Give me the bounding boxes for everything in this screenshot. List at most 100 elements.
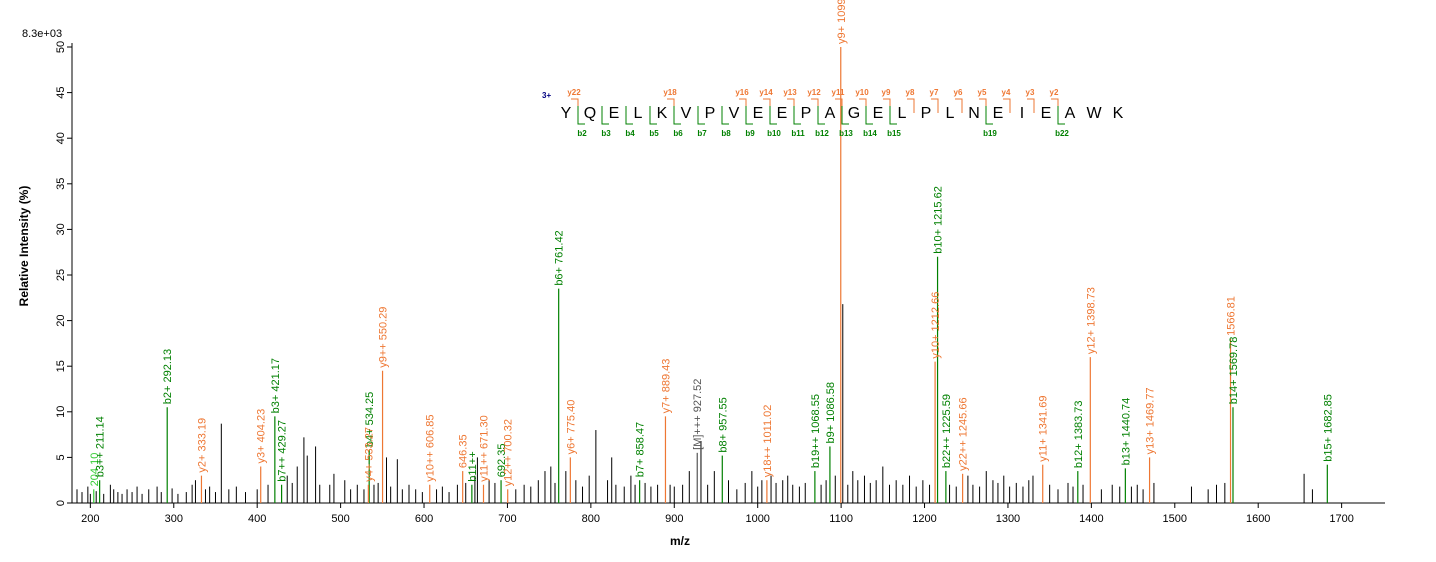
y-fragment-label: y4 [1002, 88, 1011, 97]
b-fragment-marker [985, 106, 993, 125]
y-fragment-marker [763, 98, 771, 113]
peaks [76, 47, 1328, 503]
peak-label: b19++ 1068.55 [810, 394, 822, 468]
peak-label: b9+ 1086.58 [825, 382, 837, 443]
b-fragment-label: b22 [1055, 129, 1069, 138]
sequence-residue: K [1113, 105, 1124, 122]
y-fragment-marker [1051, 98, 1059, 113]
peak-label: 204.10 [89, 453, 101, 487]
sequence-residue: E [1041, 105, 1052, 122]
y-fragment-marker [883, 98, 891, 113]
sequence-residue: I [1020, 105, 1024, 122]
peak-label: b13+ 1440.74 [1120, 398, 1132, 466]
y-tick-label: 50 [55, 41, 67, 53]
sequence-residue: K [657, 105, 668, 122]
y-tick-label: 45 [55, 86, 67, 98]
peak-label: y11++ 671.30 [479, 415, 491, 481]
y-fragment-marker [979, 98, 987, 113]
sequence-residue: Y [561, 105, 572, 122]
b-fragment-marker [1057, 106, 1065, 125]
peak-label: b8+ 957.55 [717, 397, 729, 452]
y-fragment-label: y8 [906, 88, 915, 97]
x-tick-label: 1300 [996, 513, 1020, 525]
sequence-residue: E [873, 105, 884, 122]
sequence-residue: L [946, 105, 955, 122]
y-fragment-label: y9 [882, 88, 891, 97]
b-fragment-label: b4 [625, 129, 635, 138]
y-tick-label: 0 [55, 500, 67, 506]
peak-label: y18++ 1011.02 [762, 405, 774, 478]
sequence-residue: L [898, 105, 907, 122]
x-tick-label: 1100 [829, 513, 853, 525]
b-fragment-label: b6 [673, 129, 683, 138]
sequence-residue: A [825, 105, 836, 122]
sequence-residue: G [848, 105, 860, 122]
y-fragment-label: y13 [783, 88, 797, 97]
b-fragment-marker [577, 106, 585, 125]
b-fragment-marker [721, 106, 729, 125]
peak-label: 1566.81 [1226, 296, 1238, 336]
y-fragment-label: y14 [759, 88, 773, 97]
x-tick-label: 300 [165, 513, 183, 525]
peak-label: y9++ 550.29 [378, 307, 390, 368]
x-tick-label: 600 [415, 513, 433, 525]
sequence-residue: E [777, 105, 788, 122]
y-fragment-label: y12 [807, 88, 821, 97]
y-fragment-marker [1027, 98, 1035, 113]
peak-label: b3+ 421.17 [270, 358, 282, 413]
y-fragment-marker [955, 98, 963, 113]
b-fragment-label: b7 [697, 129, 707, 138]
y-fragment-label: y22 [567, 88, 581, 97]
x-tick-label: 1000 [745, 513, 769, 525]
max-intensity-label: 8.3e+03 [22, 28, 62, 40]
y-fragment-label: y5 [978, 88, 987, 97]
sequence-residue: V [681, 105, 692, 122]
x-tick-label: 1700 [1329, 513, 1353, 525]
peak-label: y9+ 1099.58 [836, 0, 848, 44]
sequence-residue: E [753, 105, 764, 122]
y-fragment-marker [739, 98, 747, 113]
y-fragment-label: y6 [954, 88, 963, 97]
peak-label: b14+ 1569.78 [1228, 337, 1240, 405]
peak-label: y13+ 1469.77 [1145, 387, 1157, 454]
peak-label: y11+ 1341.69 [1038, 396, 1050, 462]
y-tick-label: 40 [55, 132, 67, 144]
b-fragment-label: b11 [791, 129, 805, 138]
b-fragment-marker [889, 106, 897, 125]
b-fragment-label: b3 [601, 129, 611, 138]
b-fragment-marker [769, 106, 777, 125]
y-fragment-label: y11 [832, 88, 845, 97]
x-tick-label: 700 [498, 513, 516, 525]
y-fragment-marker [667, 98, 675, 113]
x-tick-label: 400 [248, 513, 266, 525]
peak-label: y3+ 404.23 [256, 409, 268, 464]
x-tick-label: 800 [582, 513, 600, 525]
y-fragment-label: y7 [930, 88, 939, 97]
sequence-residue: E [609, 105, 620, 122]
x-tick-label: 1600 [1246, 513, 1270, 525]
peak-label: b7++ 429.27 [277, 420, 289, 482]
b-fragment-label: b19 [983, 129, 997, 138]
sequence-residue: P [705, 105, 716, 122]
sequence-residue: E [993, 105, 1004, 122]
y-tick-label: 10 [55, 406, 67, 418]
b-fragment-label: b15 [887, 129, 901, 138]
peak-label: y12+ 1398.73 [1085, 287, 1097, 354]
x-tick-label: 1500 [1163, 513, 1187, 525]
peak-label: b22++ 1225.59 [941, 394, 953, 468]
y-fragment-label: y3 [1026, 88, 1035, 97]
peak-label: y7+ 889.43 [660, 359, 672, 414]
b-fragment-label: b13 [839, 129, 853, 138]
b-fragment-marker [865, 106, 873, 125]
y-fragment-marker [907, 98, 915, 113]
peak-label: b6+ 761.42 [554, 230, 566, 285]
peak-label: b3++ 211.14 [95, 416, 107, 477]
b-fragment-marker [697, 106, 705, 125]
x-tick-label: 1400 [1079, 513, 1103, 525]
peak-label: b4+ 534.25 [364, 392, 376, 447]
y-fragment-label: y2 [1050, 88, 1059, 97]
y-fragment-label: y16 [735, 88, 749, 97]
peak-label: [M]+++ 927.52 [692, 379, 704, 450]
